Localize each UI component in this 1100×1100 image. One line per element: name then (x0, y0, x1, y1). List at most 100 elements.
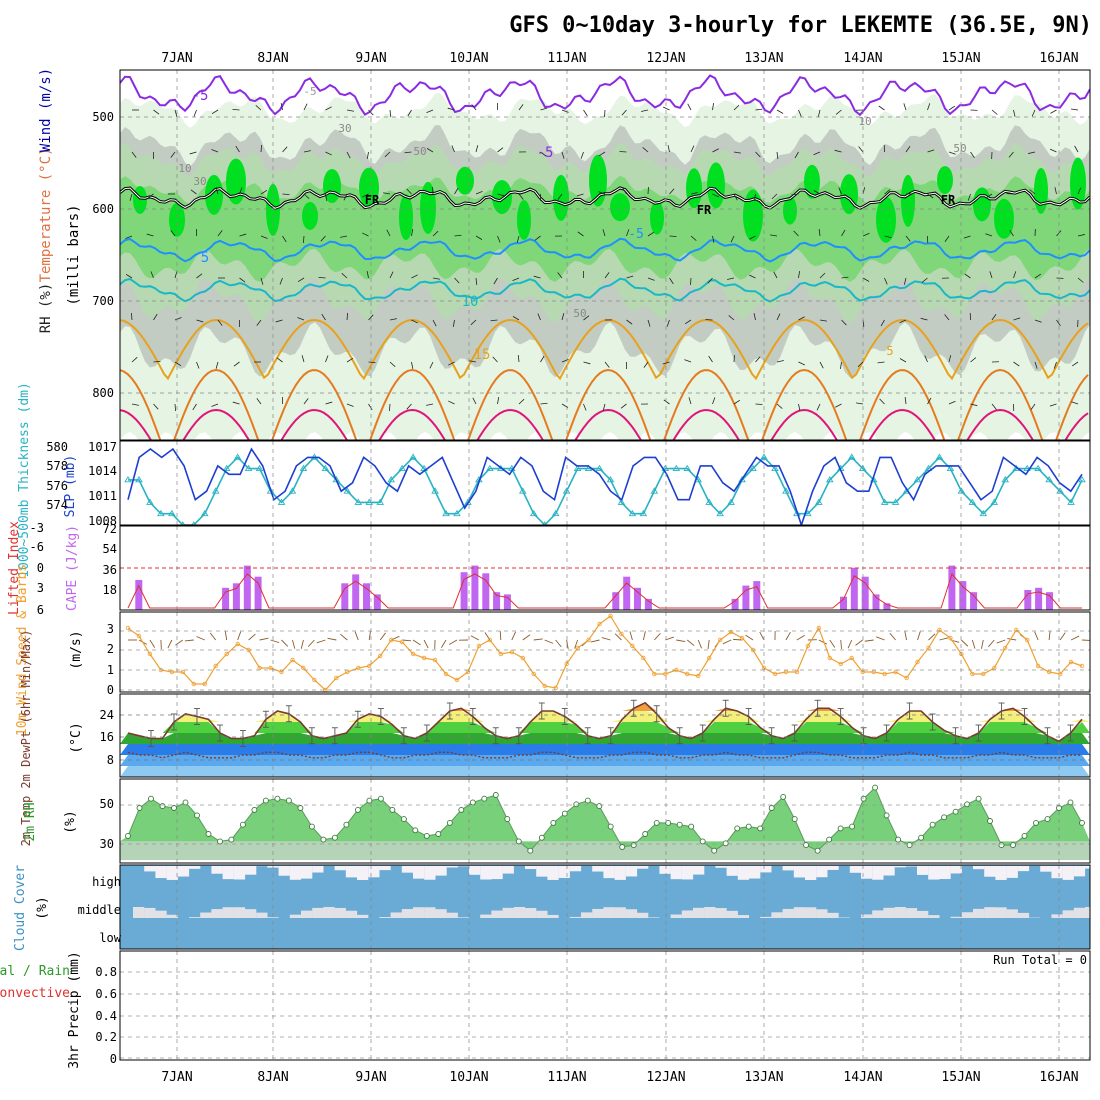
wind-barb (862, 232, 870, 237)
thickness-line-marker (891, 498, 900, 505)
cape-bar (341, 583, 349, 610)
rh2m-marker (148, 795, 154, 802)
panel-frame (119, 440, 1091, 526)
thickness-line-marker (606, 475, 615, 483)
cloud-high-gap (222, 866, 234, 880)
wind-barb (755, 108, 763, 111)
wind-barb (1056, 319, 1061, 327)
wind-barb (540, 151, 547, 157)
wind-barb (1077, 277, 1084, 283)
ylabel-li: Lifted Index (7, 521, 22, 615)
cloud-middle-gap (1085, 907, 1090, 918)
thickness-line-marker (880, 498, 889, 505)
rh2m-marker (711, 847, 718, 854)
wind-barb (1031, 109, 1036, 117)
wind-barb (727, 277, 735, 280)
thickness-tick: 576 (46, 479, 68, 493)
contour-label: -5 (537, 145, 554, 161)
wind-barb (174, 403, 177, 412)
cloud-middle-gap (413, 907, 425, 918)
wind-barb (368, 403, 373, 411)
rh2m-marker (814, 847, 821, 854)
date-label-bottom: 9JAN (355, 1070, 386, 1085)
wind-barb (260, 189, 268, 195)
cloud-high-gap (827, 866, 839, 870)
wind-barb (877, 361, 885, 364)
date-label-top: 8JAN (257, 51, 288, 66)
wind-barb (819, 361, 824, 369)
wind-barb (512, 277, 520, 281)
cloud-high-gap (849, 866, 862, 873)
wind-barb (386, 229, 391, 237)
wind-barb (276, 357, 283, 363)
thickness-line-marker (266, 487, 275, 494)
cloud-middle-gap (569, 916, 582, 918)
date-label-top: 12JAN (646, 51, 685, 66)
wind-barb (389, 271, 394, 279)
temp-line-20 (120, 368, 1089, 440)
thickness-line-marker (847, 453, 856, 460)
wind10m-marker (685, 671, 690, 677)
wind10m-barb (665, 636, 674, 641)
wind-barb (368, 361, 376, 364)
contour-label: FR (941, 193, 956, 207)
wind-barb (835, 403, 842, 408)
wind10m-barb (939, 637, 949, 641)
rh2m-marker (768, 805, 775, 811)
date-label-bottom: 8JAN (257, 1070, 288, 1085)
wind10m-marker (707, 655, 712, 661)
cloud-middle-gap (827, 912, 839, 918)
wind10m-barb (614, 633, 622, 641)
thickness-tick: 580 (46, 440, 68, 454)
pressure-tick: 600 (92, 202, 114, 216)
cloud-middle-gap (245, 909, 257, 918)
cloud-middle-gap (872, 910, 884, 918)
wind10m-marker (487, 637, 493, 643)
wind-barb (798, 403, 801, 411)
thickness-line-marker (255, 464, 264, 472)
wind10m-barb (980, 639, 984, 649)
wind-barb (406, 403, 412, 410)
cape-bar (243, 565, 251, 610)
ylabel-wind: Wind (m/s) (38, 68, 54, 152)
rh2m-tick: 30 (100, 837, 114, 851)
wind-barb (903, 103, 907, 111)
cloud-middle-gap (614, 907, 626, 918)
thickness-line-marker (782, 487, 790, 494)
cape-bar (1035, 587, 1043, 610)
rh2m-marker (826, 836, 833, 843)
rh-high-blob (492, 180, 512, 215)
rh2m-marker (194, 812, 200, 819)
wind-barb (432, 230, 439, 237)
thickness-line-marker (551, 509, 560, 517)
panel-frame (119, 950, 1091, 1061)
thickness-line-marker (650, 487, 659, 494)
thickness-line-marker (858, 464, 867, 472)
cloud-middle-gap (222, 907, 234, 918)
thickness-line-marker (639, 509, 648, 517)
wind-barb (146, 233, 154, 237)
wind-barb (753, 313, 756, 321)
wind-barb (948, 400, 956, 405)
rh2m-marker (308, 823, 315, 830)
wind-barb (540, 355, 545, 363)
panel-frame (119, 69, 1091, 441)
wind-barb (1028, 151, 1036, 154)
thickness-line-marker (661, 464, 670, 472)
rh2m-marker (860, 795, 867, 802)
ylabel-wind10m-unit: (m/s) (69, 630, 84, 669)
rh-high-blob (650, 200, 664, 235)
wind10m-marker (378, 653, 383, 659)
wind10m-marker (805, 643, 811, 649)
wind-barb (773, 271, 778, 279)
cape-bar (970, 592, 978, 610)
cloud-high-gap (166, 866, 178, 880)
wind-barb (927, 103, 931, 111)
wind-barb (426, 148, 434, 153)
wind-barb (641, 109, 649, 112)
temp-line-15 (120, 318, 1089, 381)
cloud-high-gap (312, 866, 324, 873)
cloud-middle-gap (401, 909, 414, 918)
contour-label: 10 (178, 162, 191, 175)
wind-barb (835, 109, 842, 115)
